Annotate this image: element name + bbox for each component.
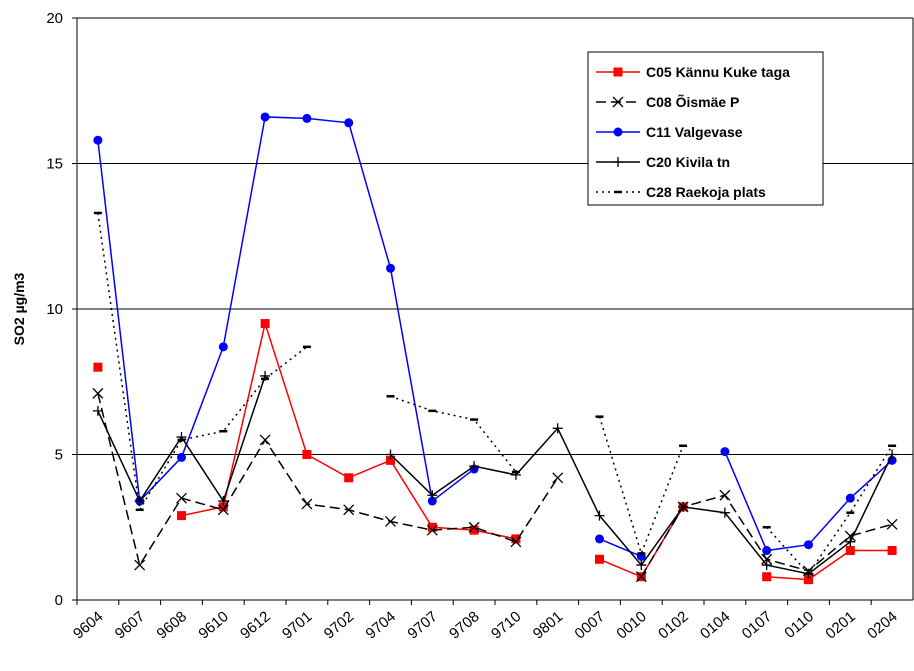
legend-label: C05 Kännu Kuke taga bbox=[646, 64, 790, 80]
marker bbox=[176, 492, 187, 504]
y-tick-label: 0 bbox=[55, 592, 63, 609]
marker bbox=[344, 118, 354, 128]
y-axis-label: SO2 µg/m3 bbox=[11, 272, 27, 345]
legend-label: C08 Õismäe P bbox=[646, 93, 739, 110]
marker bbox=[469, 461, 480, 472]
marker bbox=[552, 423, 563, 434]
marker bbox=[385, 449, 396, 460]
marker bbox=[134, 559, 146, 571]
marker bbox=[844, 530, 856, 542]
marker bbox=[386, 263, 395, 273]
marker bbox=[845, 493, 855, 503]
marker bbox=[511, 534, 521, 544]
marker bbox=[177, 452, 186, 462]
marker bbox=[469, 525, 479, 535]
marker bbox=[719, 489, 731, 501]
marker bbox=[301, 498, 313, 510]
marker bbox=[613, 157, 623, 167]
legend: C05 Kännu Kuke taga C08 Õismäe P C11 Valge… bbox=[587, 51, 824, 206]
marker bbox=[612, 96, 624, 108]
marker bbox=[845, 546, 855, 556]
marker bbox=[93, 362, 103, 372]
marker bbox=[343, 504, 355, 516]
legend-label: C28 Raekoja plats bbox=[646, 184, 766, 200]
marker bbox=[302, 450, 312, 459]
marker bbox=[613, 127, 623, 137]
series-line bbox=[97, 212, 893, 576]
marker bbox=[635, 571, 647, 583]
marker bbox=[804, 575, 813, 585]
legend-label: C20 Kivila tn bbox=[646, 154, 730, 170]
marker bbox=[427, 490, 438, 501]
y-tick-label: 15 bbox=[46, 156, 63, 173]
marker bbox=[217, 504, 229, 516]
marker bbox=[302, 113, 312, 123]
marker bbox=[762, 572, 772, 582]
marker bbox=[259, 434, 271, 446]
marker bbox=[386, 455, 395, 465]
marker bbox=[92, 405, 103, 416]
marker bbox=[761, 560, 772, 571]
marker bbox=[260, 319, 270, 329]
marker bbox=[761, 553, 773, 565]
marker bbox=[92, 387, 104, 399]
marker bbox=[762, 546, 772, 556]
marker bbox=[887, 449, 898, 460]
marker bbox=[218, 502, 228, 512]
marker bbox=[344, 473, 354, 483]
marker bbox=[427, 522, 437, 532]
marker bbox=[678, 501, 689, 512]
y-tick-label: 20 bbox=[46, 10, 63, 27]
y-tick-label: 10 bbox=[46, 301, 63, 318]
legend-box bbox=[587, 51, 824, 206]
marker bbox=[595, 534, 604, 544]
legend-label: C11 Valgevase bbox=[646, 124, 743, 140]
marker bbox=[887, 546, 897, 556]
marker bbox=[260, 112, 270, 122]
marker bbox=[468, 521, 480, 533]
marker bbox=[886, 518, 898, 530]
marker bbox=[385, 515, 396, 527]
marker bbox=[93, 135, 103, 145]
marker bbox=[510, 536, 522, 548]
y-tick-label: 5 bbox=[55, 447, 63, 464]
marker bbox=[845, 536, 856, 547]
marker bbox=[720, 447, 730, 457]
marker bbox=[595, 554, 604, 564]
marker bbox=[218, 342, 228, 352]
marker bbox=[218, 496, 229, 507]
marker bbox=[804, 540, 813, 550]
marker bbox=[177, 511, 186, 521]
marker bbox=[719, 507, 730, 518]
marker bbox=[636, 560, 647, 571]
marker bbox=[594, 510, 605, 521]
marker bbox=[134, 496, 145, 507]
marker bbox=[552, 472, 564, 484]
marker bbox=[427, 496, 437, 506]
marker bbox=[426, 524, 438, 536]
marker bbox=[613, 67, 623, 77]
